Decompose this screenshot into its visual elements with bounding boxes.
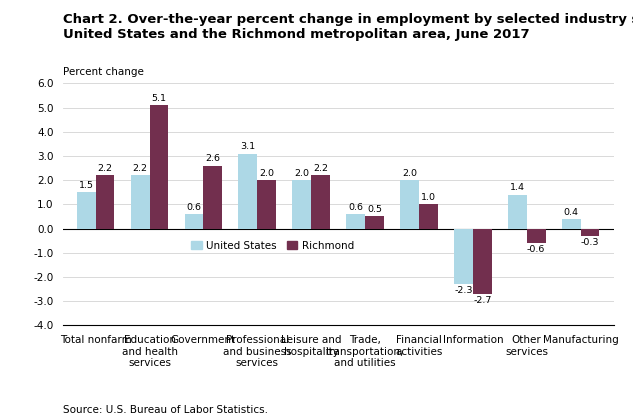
Text: 0.4: 0.4 — [563, 208, 579, 217]
Bar — [185, 214, 203, 229]
Text: 3.1: 3.1 — [241, 142, 256, 151]
Text: Percent change: Percent change — [63, 67, 144, 77]
Bar — [561, 219, 580, 229]
Text: -2.3: -2.3 — [454, 286, 473, 295]
Text: 2.2: 2.2 — [313, 164, 328, 173]
Text: -2.7: -2.7 — [473, 296, 491, 305]
Text: 2.0: 2.0 — [294, 169, 310, 178]
Text: -0.6: -0.6 — [527, 245, 546, 254]
Bar — [203, 166, 222, 229]
Bar — [257, 180, 276, 229]
Bar — [508, 195, 527, 229]
Bar — [580, 229, 599, 236]
Bar — [311, 175, 330, 229]
Text: 1.4: 1.4 — [510, 183, 525, 193]
Text: 2.0: 2.0 — [402, 169, 417, 178]
Text: 5.1: 5.1 — [151, 94, 166, 103]
Text: 0.6: 0.6 — [187, 203, 201, 212]
Bar — [130, 175, 149, 229]
Text: Chart 2. Over-the-year percent change in employment by selected industry superse: Chart 2. Over-the-year percent change in… — [63, 13, 633, 40]
Text: 1.5: 1.5 — [78, 181, 94, 190]
Legend: United States, Richmond: United States, Richmond — [187, 236, 358, 255]
Bar — [400, 180, 419, 229]
Text: 2.2: 2.2 — [132, 164, 147, 173]
Bar — [77, 192, 96, 229]
Text: -0.3: -0.3 — [581, 238, 599, 247]
Bar — [419, 204, 438, 229]
Bar — [96, 175, 115, 229]
Text: 0.6: 0.6 — [348, 203, 363, 212]
Text: 2.6: 2.6 — [205, 154, 220, 163]
Text: 0.5: 0.5 — [367, 205, 382, 214]
Bar — [365, 216, 384, 229]
Text: 1.0: 1.0 — [421, 193, 436, 202]
Bar — [149, 105, 168, 229]
Bar — [292, 180, 311, 229]
Bar — [527, 229, 546, 243]
Bar — [239, 153, 257, 229]
Bar — [346, 214, 365, 229]
Bar — [454, 229, 473, 284]
Text: 2.0: 2.0 — [260, 169, 274, 178]
Bar — [473, 229, 492, 294]
Text: 2.2: 2.2 — [97, 164, 113, 173]
Text: Source: U.S. Bureau of Labor Statistics.: Source: U.S. Bureau of Labor Statistics. — [63, 405, 268, 415]
